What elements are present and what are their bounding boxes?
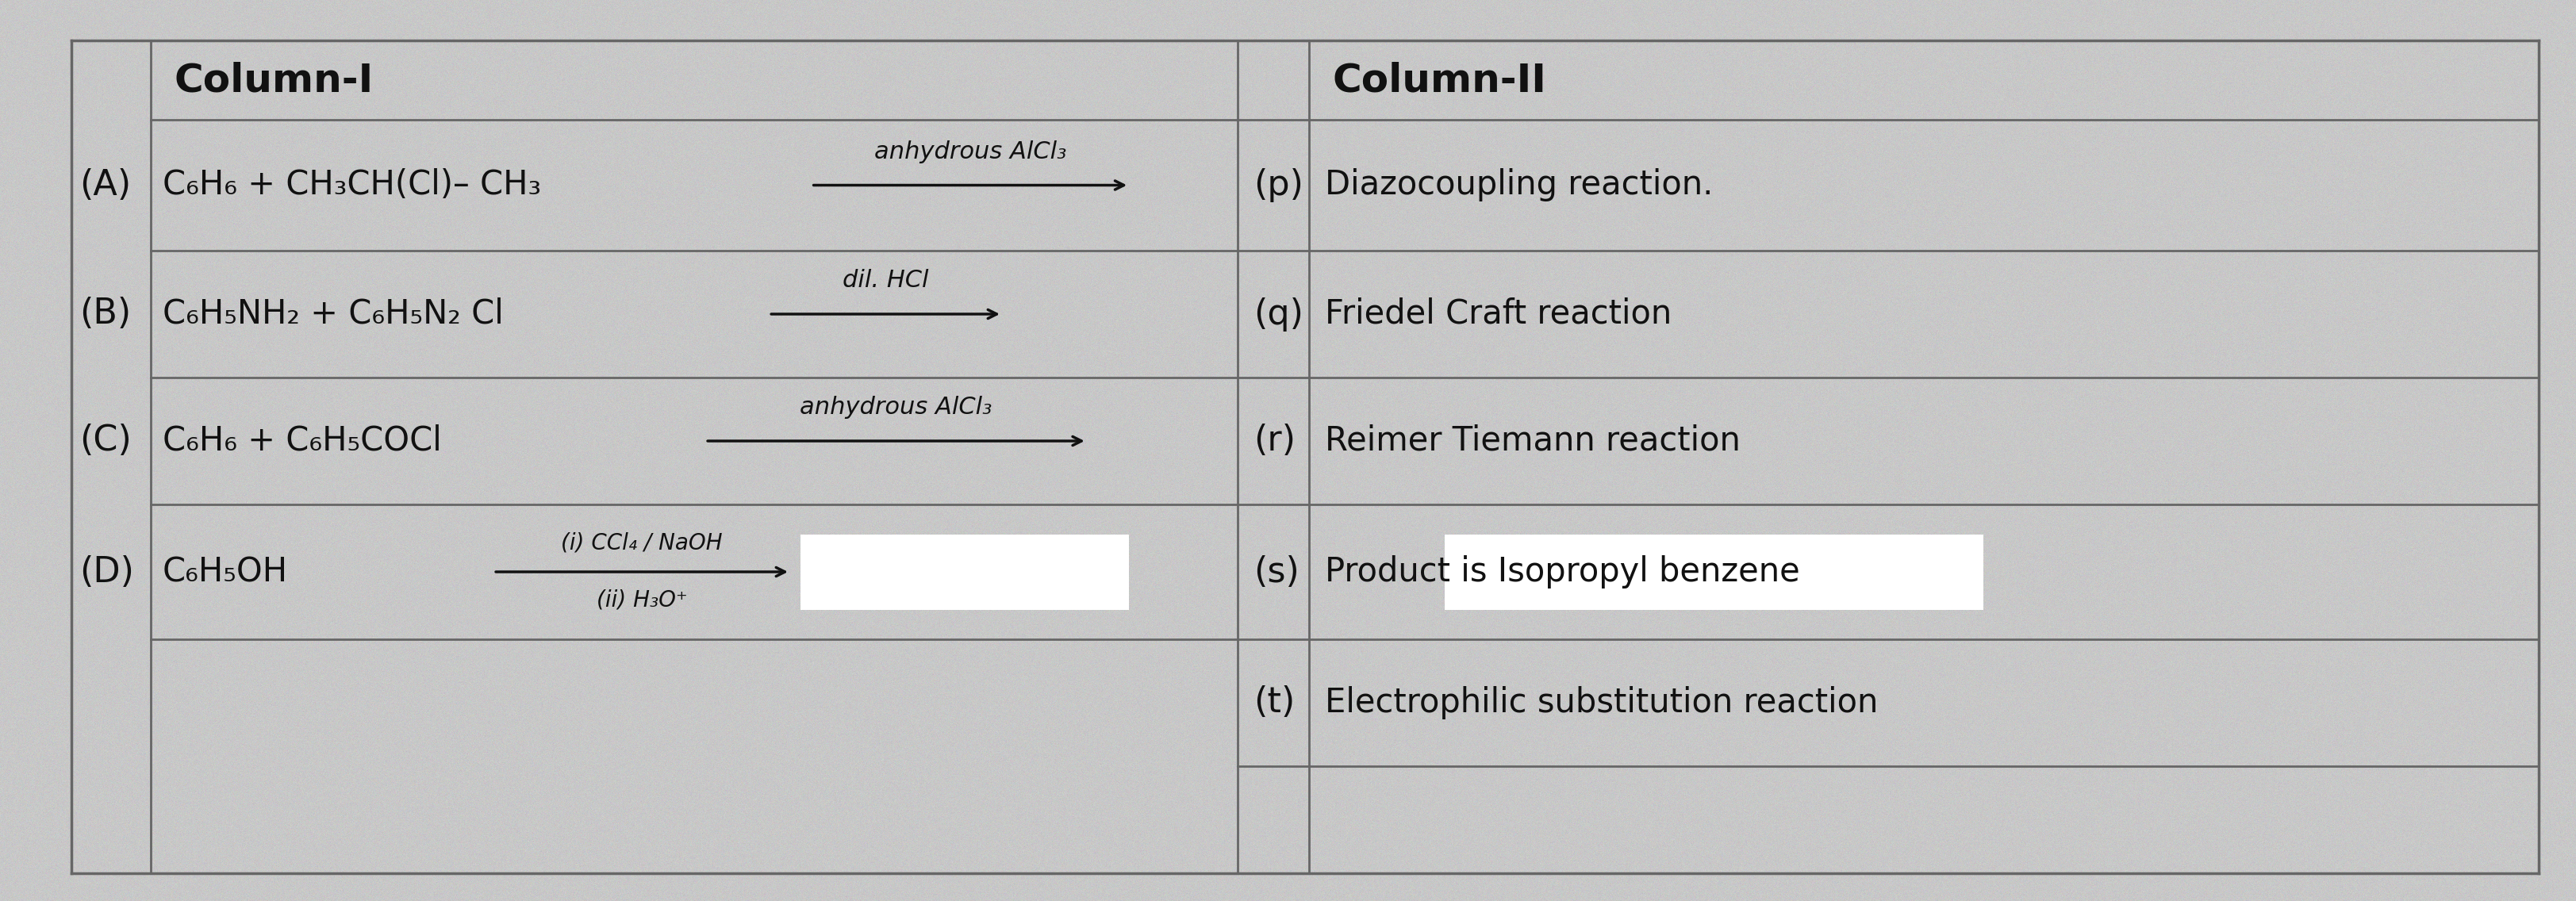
Text: C₆H₅NH₂ + C₆H₅N₂ Cl: C₆H₅NH₂ + C₆H₅N₂ Cl [162, 297, 502, 331]
Text: (ii) H₃O⁺: (ii) H₃O⁺ [595, 589, 688, 612]
Text: C₆H₅OH: C₆H₅OH [162, 555, 289, 588]
Text: Electrophilic substitution reaction: Electrophilic substitution reaction [1324, 686, 1878, 719]
Text: (A): (A) [80, 168, 131, 202]
Text: (q): (q) [1252, 297, 1303, 332]
Text: (B): (B) [80, 297, 131, 332]
Text: (t): (t) [1252, 686, 1296, 720]
Text: (C): (C) [80, 424, 131, 458]
Text: Product is Isopropyl benzene: Product is Isopropyl benzene [1324, 555, 1801, 588]
Text: Column-II: Column-II [1332, 61, 1546, 99]
Text: (p): (p) [1252, 168, 1303, 202]
Text: Friedel Craft reaction: Friedel Craft reaction [1324, 297, 1672, 331]
Bar [1445, 534, 1984, 609]
Text: C₆H₆ + C₆H₅COCl: C₆H₆ + C₆H₅COCl [162, 424, 440, 458]
Text: (r): (r) [1252, 424, 1296, 458]
Text: C₆H₆ + CH₃CH(Cl)– CH₃: C₆H₆ + CH₃CH(Cl)– CH₃ [162, 168, 541, 202]
Bar [801, 534, 1128, 609]
Text: anhydrous AlCl₃: anhydrous AlCl₃ [799, 396, 992, 419]
Text: dil. HCl: dil. HCl [842, 268, 927, 292]
Text: Column-I: Column-I [175, 61, 374, 99]
Text: (s): (s) [1252, 555, 1298, 589]
Text: Reimer Tiemann reaction: Reimer Tiemann reaction [1324, 424, 1739, 458]
Text: (i) CCl₄ / NaOH: (i) CCl₄ / NaOH [562, 532, 721, 554]
Text: anhydrous AlCl₃: anhydrous AlCl₃ [873, 140, 1066, 163]
Text: Diazocoupling reaction.: Diazocoupling reaction. [1324, 168, 1713, 202]
Text: (D): (D) [80, 555, 134, 589]
